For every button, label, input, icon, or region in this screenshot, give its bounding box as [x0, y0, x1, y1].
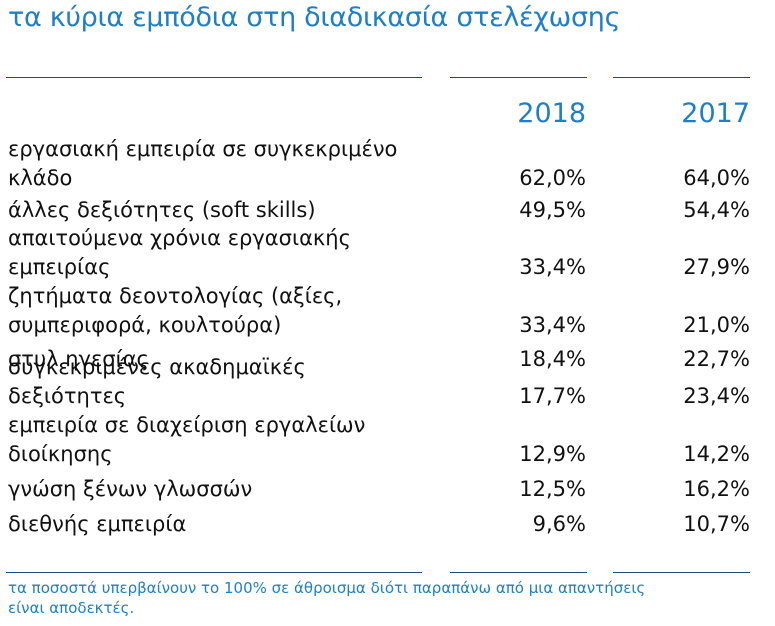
- row-label: ζητήματα δεοντολογίας (αξίες, συμπεριφορ…: [8, 284, 343, 337]
- value-2018: 12,9%: [519, 442, 586, 466]
- table-row: απαιτούμενα χρόνια εργασιακής εμπειρίας 3…: [0, 0, 775, 282]
- value-2018: 33,4%: [519, 255, 586, 279]
- header-rule-2018-column: [450, 77, 587, 78]
- value-2018: 12,5%: [519, 477, 586, 501]
- table-row: εργασιακή εμπειρία σε συγκεκριμένο κλάδο…: [0, 0, 775, 193]
- value-2018: 17,7%: [519, 384, 586, 408]
- value-2018: 9,6%: [532, 512, 586, 536]
- row-label: εμπειρία σε διαχείριση εργαλείων διοίκησ…: [8, 413, 366, 466]
- header-rule-2017-column: [613, 77, 750, 78]
- column-header-2018: 2018: [517, 98, 586, 129]
- table-row: συγκεκριμένες ακαδημαϊκές δεξιότητες 17,7…: [8, 355, 750, 408]
- table-row: στυλ ηγεσίας 18,4% 22,7%: [8, 347, 750, 371]
- column-header-2017: 2017: [681, 98, 750, 129]
- row-label: συγκεκριμένες ακαδημαϊκές δεξιότητες: [8, 355, 306, 408]
- page-title: τα κύρια εμπόδια στη διαδικασία στελέχωσ…: [8, 2, 621, 33]
- header-rule-label-column: [6, 77, 422, 78]
- value-2017: 23,4%: [683, 384, 750, 408]
- value-2018: 62,0%: [519, 166, 586, 190]
- table-row: εμπειρία σε διαχείριση εργαλείων διοίκησ…: [8, 413, 750, 466]
- row-label: εργασιακή εμπειρία σε συγκεκριμένο κλάδο: [8, 137, 398, 190]
- value-2017: 21,0%: [683, 313, 750, 337]
- value-2017: 16,2%: [683, 477, 750, 501]
- row-label: απαιτούμενα χρόνια εργασιακής εμπειρίας: [8, 226, 351, 279]
- table-row: γνώση ξένων γλωσσών 12,5% 16,2%: [8, 477, 750, 501]
- footer-rule-2017-column: [613, 572, 750, 573]
- row-label: γνώση ξένων γλωσσών: [8, 477, 253, 501]
- footnote: τα ποσοστά υπερβαίνουν το 100% σε άθροισ…: [8, 579, 646, 617]
- value-2018: 18,4%: [519, 347, 586, 371]
- footer-rule-label-column: [6, 572, 422, 573]
- value-2017: 14,2%: [683, 442, 750, 466]
- table-row: ζητήματα δεοντολογίας (αξίες, συμπεριφορ…: [8, 284, 750, 337]
- value-2018: 33,4%: [519, 313, 586, 337]
- value-2017: 10,7%: [683, 512, 750, 536]
- value-2017: 27,9%: [683, 255, 750, 279]
- value-2018: 49,5%: [519, 198, 586, 222]
- row-label: στυλ ηγεσίας: [8, 347, 149, 371]
- value-2017: 22,7%: [683, 347, 750, 371]
- table-row: άλλες δεξιότητες (soft skills) 49,5% 54,4%: [0, 0, 775, 225]
- table-row: διεθνής εμπειρία 9,6% 10,7%: [8, 512, 750, 536]
- row-label: διεθνής εμπειρία: [8, 512, 187, 536]
- value-2017: 54,4%: [683, 198, 750, 222]
- value-2017: 64,0%: [683, 166, 750, 190]
- footer-rule-2018-column: [450, 572, 587, 573]
- row-label: άλλες δεξιότητες (soft skills): [8, 198, 316, 222]
